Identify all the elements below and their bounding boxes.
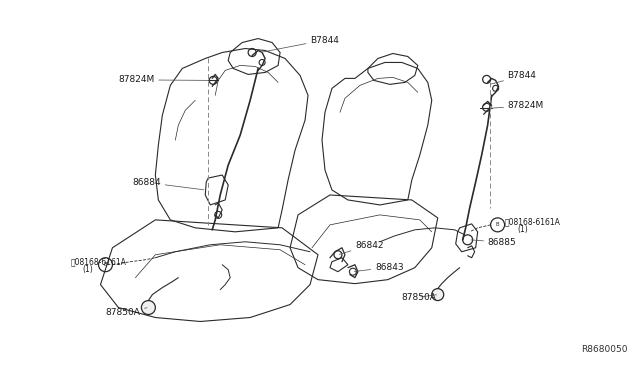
Text: B: B xyxy=(496,222,499,227)
Text: 87850A: 87850A xyxy=(106,308,147,317)
Text: 86884: 86884 xyxy=(132,178,204,190)
Circle shape xyxy=(432,289,444,301)
Text: 87824M: 87824M xyxy=(491,101,544,110)
Text: (1): (1) xyxy=(518,225,529,234)
Text: Ⓑ08168-6161A: Ⓑ08168-6161A xyxy=(70,257,127,266)
Text: R8680050: R8680050 xyxy=(581,345,627,355)
Text: 87850A: 87850A xyxy=(402,292,436,302)
Text: 86885: 86885 xyxy=(471,238,516,247)
Text: 87824M: 87824M xyxy=(118,76,209,84)
Text: B7844: B7844 xyxy=(262,36,339,52)
Text: 86842: 86842 xyxy=(339,241,383,254)
Text: (1): (1) xyxy=(83,265,93,274)
Text: B: B xyxy=(104,262,108,267)
Text: B7844: B7844 xyxy=(491,71,536,84)
Text: Ⓑ08168-6161A: Ⓑ08168-6161A xyxy=(504,217,561,227)
Text: 86843: 86843 xyxy=(355,263,403,272)
Circle shape xyxy=(141,301,156,314)
